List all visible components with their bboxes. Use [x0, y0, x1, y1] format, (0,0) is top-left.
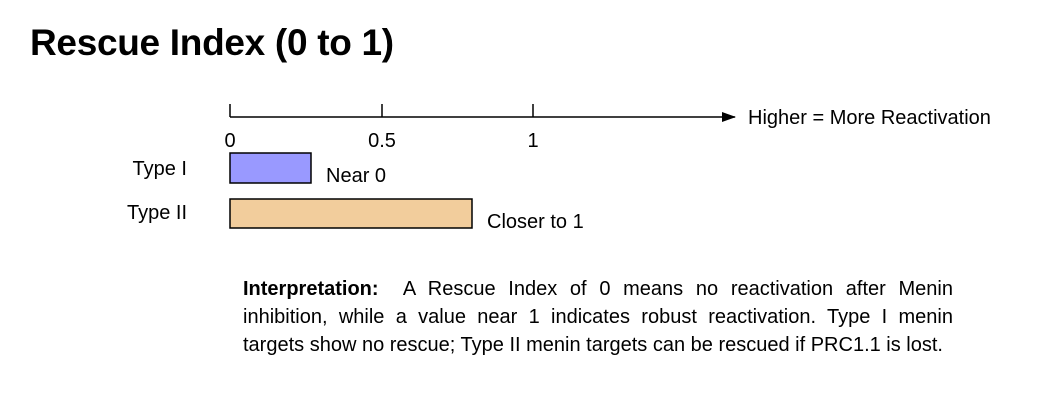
- axis-tick-label-0: 0: [224, 130, 235, 152]
- diagram-title: Rescue Index (0 to 1): [30, 22, 394, 63]
- bar-annotation-type-i: Near 0: [326, 165, 386, 187]
- rescue-index-diagram: 0 0.5 1 Higher = More Reactivation Type …: [127, 104, 991, 233]
- bar-label-type-i: Type I: [133, 158, 187, 180]
- interpretation-text: A Rescue Index of 0 means no reactivatio…: [243, 278, 953, 356]
- bar-type-i: [229, 152, 312, 184]
- bar-annotation-type-ii: Closer to 1: [487, 211, 584, 233]
- bar-group-type-ii: Type II Closer to 1: [127, 198, 584, 233]
- interpretation-paragraph: Interpretation: A Rescue Index of 0 mean…: [243, 275, 953, 359]
- axis-tick-label-0-5: 0.5: [368, 130, 396, 152]
- bar-label-type-ii: Type II: [127, 202, 187, 224]
- bar-group-type-i: Type I Near 0: [133, 152, 386, 187]
- axis-tick-label-1: 1: [527, 130, 538, 152]
- interpretation-label: Interpretation:: [243, 278, 379, 300]
- axis-arrow-label: Higher = More Reactivation: [748, 107, 991, 129]
- bar-type-ii: [229, 198, 473, 229]
